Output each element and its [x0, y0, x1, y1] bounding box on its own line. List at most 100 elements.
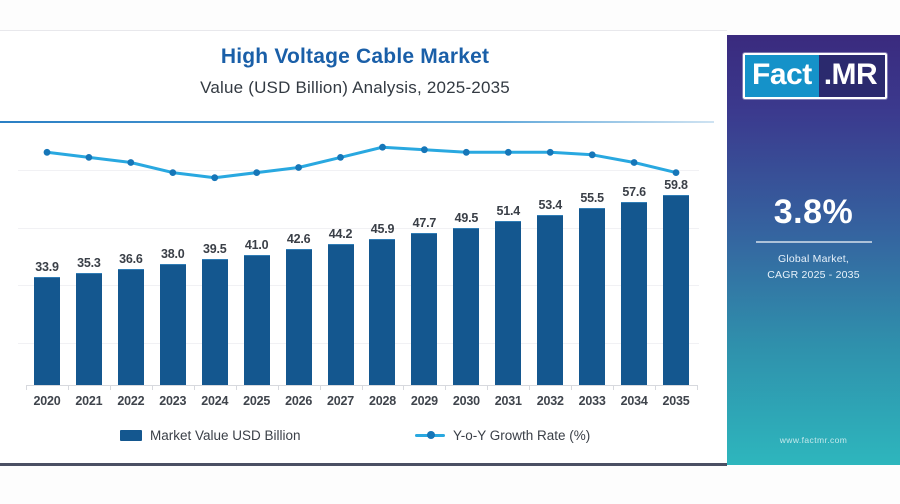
chart-card: High Voltage Cable Market Value (USD Bil…: [0, 30, 727, 466]
header-divider: [0, 121, 714, 123]
x-axis-tick: [67, 385, 69, 390]
factmr-logo[interactable]: Fact .MR: [743, 53, 888, 99]
cagr-divider: [756, 241, 872, 243]
x-axis-tick: [445, 385, 447, 390]
x-axis-label: 2032: [536, 394, 564, 408]
bar-column[interactable]: 59.8: [663, 123, 690, 385]
bar-swatch-icon: [120, 430, 142, 441]
x-axis-label: 2021: [75, 394, 103, 408]
bar-value-label: 38.0: [161, 247, 185, 262]
bar-column[interactable]: 38.0: [159, 123, 186, 385]
bar-value-label: 57.6: [622, 184, 646, 199]
x-axis-tick: [571, 385, 573, 390]
x-axis-label: 2030: [452, 394, 480, 408]
bar-value-label: 33.9: [35, 260, 59, 275]
x-axis-tick: [277, 385, 279, 390]
bar[interactable]: [159, 264, 186, 385]
x-axis-tick: [529, 385, 531, 390]
bar-value-label: 45.9: [370, 221, 395, 236]
plot-area: 33.9 35.3 36.6 38.0 39.5 41.0 42.6 44.2 45.9 47.7…: [0, 123, 727, 385]
bar-column[interactable]: 39.5: [201, 123, 228, 385]
bar[interactable]: [537, 215, 564, 385]
bar[interactable]: [495, 221, 522, 385]
bar-series: 33.9 35.3 36.6 38.0 39.5 41.0 42.6 44.2 45.9 47.7…: [0, 123, 727, 385]
cagr-value: 3.8%: [773, 193, 854, 231]
x-axis-label: 2033: [578, 394, 606, 408]
bar-column[interactable]: 42.6: [285, 123, 312, 385]
x-axis-label: 2028: [368, 394, 396, 408]
chart-title: High Voltage Cable Market: [220, 45, 490, 68]
bar[interactable]: [33, 277, 60, 385]
bar-value-label: 35.3: [77, 255, 101, 270]
chart-legend: Market Value USD Billion Y-o-Y Growth Ra…: [0, 426, 727, 452]
legend-item-market-value[interactable]: Market Value USD Billion: [120, 428, 301, 443]
bar[interactable]: [75, 272, 102, 385]
bar-value-label: 49.5: [454, 210, 479, 225]
x-axis-label: 2035: [662, 394, 690, 408]
x-axis-tick: [26, 385, 27, 390]
x-axis-label: 2031: [494, 394, 522, 408]
bar[interactable]: [663, 194, 690, 385]
cagr-caption-line2: CAGR 2025 - 2035: [767, 269, 860, 282]
bar-column[interactable]: 55.5: [579, 123, 606, 385]
bar[interactable]: [621, 201, 648, 385]
x-axis-tick: [361, 385, 363, 390]
x-axis-tick: [697, 385, 698, 390]
gridline: [18, 343, 699, 345]
x-axis-label: 2022: [117, 394, 145, 408]
bar[interactable]: [117, 268, 144, 385]
x-axis-tick: [151, 385, 153, 390]
bar-column[interactable]: 49.5: [453, 123, 480, 385]
bar-column[interactable]: 41.0: [243, 123, 270, 385]
bar-column[interactable]: 45.9: [369, 123, 396, 385]
bar-value-label: 59.8: [664, 177, 688, 192]
x-axis-tick: [487, 385, 489, 390]
x-axis-label: 2034: [620, 394, 648, 408]
x-axis-tick: [319, 385, 321, 390]
bar[interactable]: [285, 249, 312, 385]
bar-column[interactable]: 36.6: [117, 123, 144, 385]
bar-value-label: 42.6: [286, 232, 311, 247]
x-axis-label: 2020: [33, 394, 61, 408]
bar-value-label: 44.2: [328, 227, 353, 242]
bar[interactable]: [327, 244, 354, 385]
chart-header: High Voltage Cable Market Value (USD Bil…: [0, 31, 727, 123]
panel-website-url: www.factmr.com: [779, 435, 848, 445]
cagr-caption-line1: Global Market,: [777, 253, 850, 265]
bar-column[interactable]: 51.4: [495, 123, 522, 385]
x-axis: 2020 2021 2022 2023 2024 2025 2026 2027 2028 2029…: [0, 385, 727, 419]
x-axis-tick: [403, 385, 405, 390]
bar-column[interactable]: 57.6: [621, 123, 648, 385]
x-axis-label: 2025: [243, 394, 271, 408]
logo-mr-text: .MR: [818, 55, 886, 97]
bar-value-label: 55.5: [580, 191, 604, 206]
line-swatch-icon: [415, 430, 445, 441]
bar-column[interactable]: 44.2: [327, 123, 354, 385]
bar-column[interactable]: 33.9: [33, 123, 60, 385]
legend-item-growth-rate[interactable]: Y-o-Y Growth Rate (%): [415, 428, 590, 443]
x-axis-tick: [235, 385, 237, 390]
x-axis-tick: [193, 385, 195, 390]
logo-fact-text: Fact: [745, 55, 819, 97]
bar-value-label: 51.4: [496, 204, 521, 219]
bar-value-label: 39.5: [202, 242, 227, 257]
x-axis-label: 2023: [159, 394, 187, 408]
bar-column[interactable]: 47.7: [411, 123, 438, 385]
x-axis-label: 2026: [285, 394, 313, 408]
bar[interactable]: [411, 233, 438, 385]
x-axis-label: 2027: [327, 394, 355, 408]
bar-value-label: 47.7: [412, 216, 437, 231]
bar[interactable]: [243, 254, 270, 385]
bar[interactable]: [369, 238, 396, 385]
x-axis-label: 2024: [201, 394, 229, 408]
x-axis-tick: [655, 385, 657, 390]
bar-value-label: 41.0: [244, 237, 269, 252]
bar[interactable]: [201, 259, 228, 385]
bar-column[interactable]: 35.3: [75, 123, 102, 385]
legend-label-market-value: Market Value USD Billion: [150, 428, 301, 443]
bar-value-label: 53.4: [538, 198, 562, 213]
bar[interactable]: [453, 227, 480, 385]
bar[interactable]: [579, 208, 606, 385]
bar-column[interactable]: 53.4: [537, 123, 564, 385]
